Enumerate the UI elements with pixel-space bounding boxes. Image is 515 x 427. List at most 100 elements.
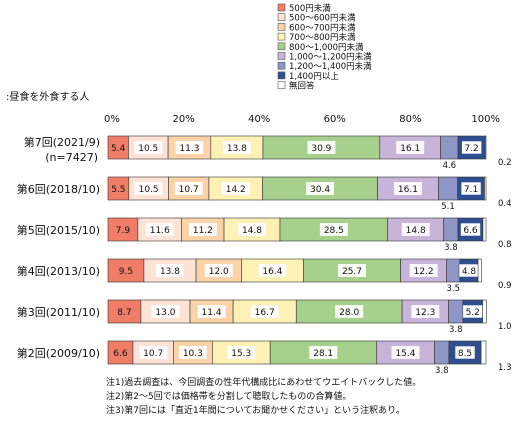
x-tick-label: 40% xyxy=(248,114,270,125)
data-label: 16.1 xyxy=(398,185,418,195)
bar-segment xyxy=(484,176,487,201)
data-label-box xyxy=(409,264,438,277)
data-label: 16.4 xyxy=(262,267,282,277)
data-label: 8.7 xyxy=(117,308,131,318)
data-label-box xyxy=(258,264,287,277)
legend-swatch xyxy=(277,81,286,89)
data-label: 10.7 xyxy=(179,185,199,195)
data-label-box xyxy=(221,182,250,195)
data-label: 5.2 xyxy=(466,308,480,318)
data-label-box xyxy=(461,140,482,155)
legend-label: 500円未満 xyxy=(289,3,331,14)
data-label: 3.8 xyxy=(435,366,449,376)
data-label: 15.3 xyxy=(231,349,251,359)
footnote: 注2)第2～5回では価格帯を分割して聴取したものの合算値。 xyxy=(106,390,351,402)
data-label: 5.5 xyxy=(111,185,125,195)
category-label: 第6回(2018/10) xyxy=(17,182,100,196)
data-label-box xyxy=(174,182,203,195)
bar-segment xyxy=(480,340,487,365)
bar-segment xyxy=(443,217,459,242)
category-label: 第3回(2011/10) xyxy=(17,305,100,319)
data-label: 0.2 xyxy=(498,158,512,168)
category-label: 第2回(2009/10) xyxy=(17,346,100,360)
legend-swatch xyxy=(277,3,286,12)
bar-segment xyxy=(482,217,487,242)
x-tick-label: 100% xyxy=(471,114,500,125)
bar-segment xyxy=(434,340,450,365)
data-label-box xyxy=(134,141,163,154)
bar-segment xyxy=(440,135,459,160)
data-label: 16.1 xyxy=(400,144,420,154)
data-label-box xyxy=(155,264,184,277)
data-label-box xyxy=(145,223,174,236)
footnote: 注3)第7回には「直近1年間についてお聞かせください」という注釈あり。 xyxy=(106,404,405,416)
data-label: 1.0 xyxy=(498,322,512,332)
bar-segment xyxy=(484,135,487,160)
data-label: 28.1 xyxy=(313,349,333,359)
data-label: 3.5 xyxy=(447,284,461,294)
data-label-box xyxy=(411,305,440,318)
legend-swatch xyxy=(277,32,286,41)
data-label: 11.6 xyxy=(150,226,170,236)
data-label: 10.5 xyxy=(139,185,159,195)
x-axis: 0% 20% 40% 60% 80% 100% xyxy=(104,114,500,125)
data-label: 4.6 xyxy=(443,161,457,171)
legend-label: 700～800円未満 xyxy=(289,32,356,43)
data-label: 10.3 xyxy=(183,349,203,359)
data-label: 13.0 xyxy=(155,308,175,318)
legend: 500円未満500～600円未満600～700円未満700～800円未満800～… xyxy=(277,3,372,92)
data-label-box xyxy=(227,346,256,359)
plot-area: 第7回(2021/9) (n=7427) 5.4 10.5 11.3 13.8 30.9 16… xyxy=(17,135,512,376)
chart-subtitle: :昼食を外食する人 xyxy=(6,90,89,103)
x-tick-label: 0% xyxy=(104,114,120,125)
bar-segment xyxy=(448,299,464,324)
bar-segment xyxy=(477,258,482,283)
data-label: 10.5 xyxy=(138,144,158,154)
category-label: 第4回(2013/10) xyxy=(17,264,100,278)
data-label-box xyxy=(306,182,335,195)
data-label: 14.8 xyxy=(406,226,426,236)
footnote: 注1)過去調査は、今回調査の性年代構成比にあわせてウエイトバックした値。 xyxy=(106,376,421,388)
data-label-box xyxy=(222,141,251,154)
data-label: 30.9 xyxy=(311,144,331,154)
data-label: 0.4 xyxy=(498,199,512,209)
x-tick-label: 80% xyxy=(399,114,421,125)
data-label-box xyxy=(393,182,422,195)
bar-segment xyxy=(438,176,458,201)
data-label-box xyxy=(335,305,364,318)
data-label-box xyxy=(391,346,420,359)
legend-swatch xyxy=(277,23,286,31)
data-label: 8.5 xyxy=(458,349,472,359)
legend-label: 1,000～1,200円未満 xyxy=(289,52,372,63)
data-label: 12.0 xyxy=(209,267,229,277)
data-label-box xyxy=(238,223,267,236)
data-label: 25.7 xyxy=(342,267,362,277)
category-sublabel: (n=7427) xyxy=(45,151,98,164)
data-label-box xyxy=(454,345,476,360)
data-label: 15.4 xyxy=(395,349,415,359)
data-label: 11.3 xyxy=(179,144,199,154)
data-label-box xyxy=(175,141,204,154)
legend-label: 1,200～1,400円未満 xyxy=(289,61,372,72)
data-label-box xyxy=(337,264,366,277)
data-label: 1.3 xyxy=(498,363,512,373)
data-label: 12.2 xyxy=(414,267,434,277)
legend-label: 800～1,000円未満 xyxy=(289,42,364,53)
data-label: 13.8 xyxy=(227,144,247,154)
data-label: 6.6 xyxy=(113,349,128,359)
data-label: 30.4 xyxy=(310,185,330,195)
data-label: 7.2 xyxy=(464,144,478,154)
data-label-box xyxy=(250,305,279,318)
data-label: 4.8 xyxy=(462,267,477,277)
legend-label: 500～600円未満 xyxy=(289,13,356,24)
data-label: 10.7 xyxy=(143,349,163,359)
legend-swatch xyxy=(277,13,286,21)
legend-swatch xyxy=(277,52,286,60)
data-label: 9.5 xyxy=(119,267,133,277)
data-label-box xyxy=(139,346,168,359)
data-label-box xyxy=(178,346,207,359)
data-label-box xyxy=(197,305,226,318)
data-label-box xyxy=(309,346,338,359)
x-tick-label: 60% xyxy=(324,114,346,125)
